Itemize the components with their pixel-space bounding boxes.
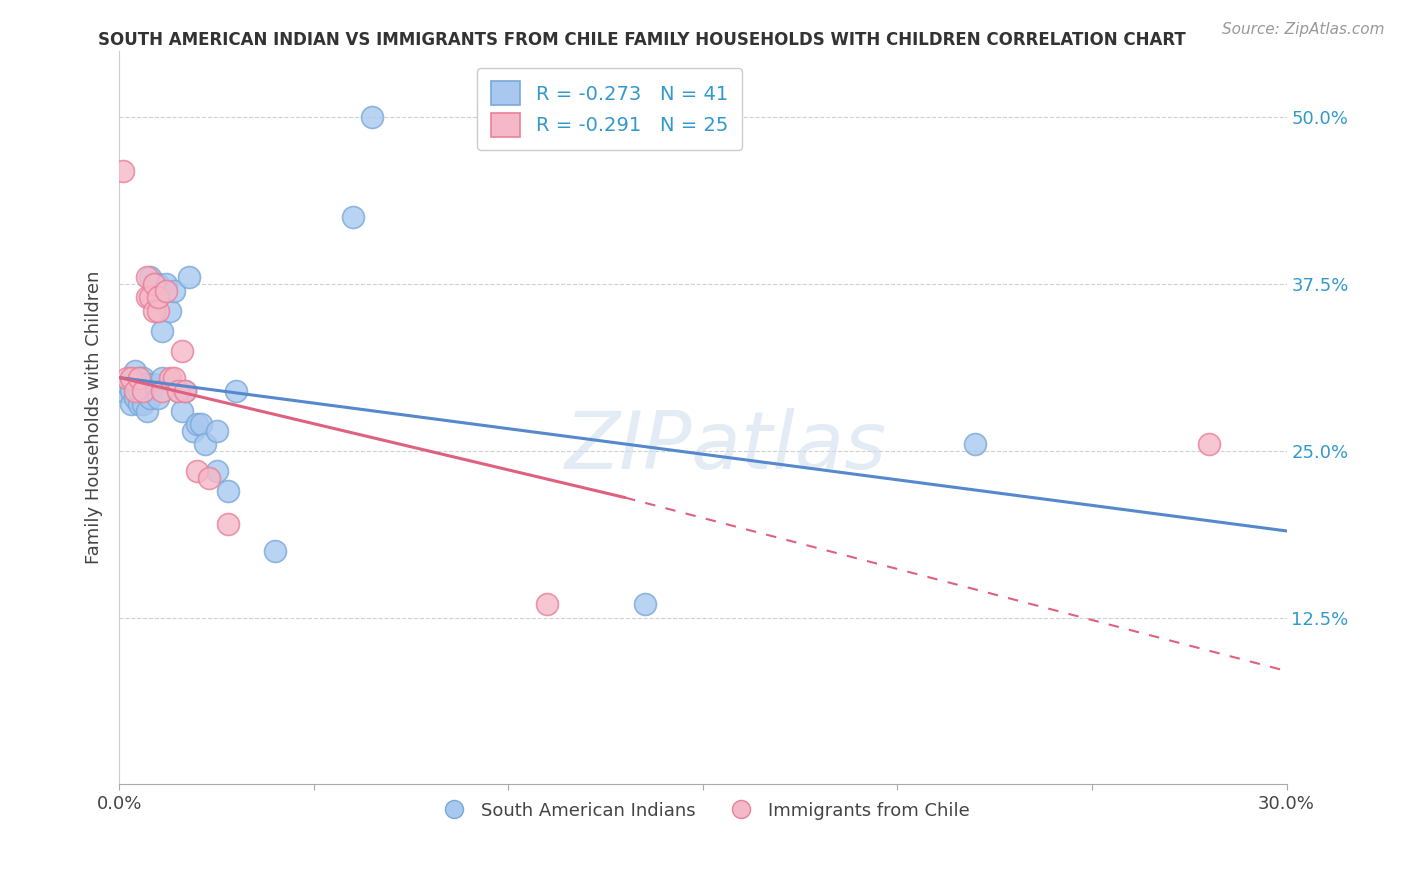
Point bbox=[124, 391, 146, 405]
Point bbox=[155, 277, 177, 292]
Point bbox=[139, 391, 162, 405]
Point bbox=[128, 370, 150, 384]
Point bbox=[128, 397, 150, 411]
Point bbox=[148, 291, 170, 305]
Point bbox=[112, 384, 135, 398]
Point bbox=[166, 384, 188, 398]
Point bbox=[150, 384, 173, 398]
Point bbox=[143, 303, 166, 318]
Point bbox=[148, 277, 170, 292]
Point bbox=[135, 270, 157, 285]
Point bbox=[120, 370, 142, 384]
Text: Source: ZipAtlas.com: Source: ZipAtlas.com bbox=[1222, 22, 1385, 37]
Point bbox=[174, 384, 197, 398]
Point bbox=[120, 397, 142, 411]
Point bbox=[186, 464, 208, 478]
Point bbox=[217, 517, 239, 532]
Point bbox=[115, 370, 138, 384]
Text: SOUTH AMERICAN INDIAN VS IMMIGRANTS FROM CHILE FAMILY HOUSEHOLDS WITH CHILDREN C: SOUTH AMERICAN INDIAN VS IMMIGRANTS FROM… bbox=[98, 31, 1187, 49]
Point bbox=[150, 370, 173, 384]
Point bbox=[135, 377, 157, 392]
Point bbox=[139, 270, 162, 285]
Point bbox=[143, 277, 166, 292]
Point bbox=[112, 163, 135, 178]
Point bbox=[166, 384, 188, 398]
Point bbox=[139, 291, 162, 305]
Point bbox=[128, 370, 150, 384]
Point bbox=[150, 324, 173, 338]
Point bbox=[1198, 437, 1220, 451]
Point bbox=[225, 384, 247, 398]
Point bbox=[148, 303, 170, 318]
Point bbox=[120, 384, 142, 398]
Point bbox=[536, 597, 558, 611]
Point bbox=[163, 284, 186, 298]
Point bbox=[131, 370, 153, 384]
Point bbox=[124, 384, 146, 398]
Point bbox=[197, 470, 219, 484]
Point bbox=[131, 397, 153, 411]
Point bbox=[115, 377, 138, 392]
Point bbox=[181, 424, 204, 438]
Point bbox=[194, 437, 217, 451]
Text: ZIPatlas: ZIPatlas bbox=[565, 408, 887, 486]
Point bbox=[159, 370, 181, 384]
Point bbox=[264, 544, 287, 558]
Point bbox=[131, 384, 153, 398]
Point bbox=[143, 277, 166, 292]
Point bbox=[633, 597, 655, 611]
Point bbox=[155, 284, 177, 298]
Point bbox=[148, 391, 170, 405]
Point bbox=[135, 291, 157, 305]
Point bbox=[342, 211, 364, 225]
Y-axis label: Family Households with Children: Family Households with Children bbox=[86, 271, 103, 565]
Point bbox=[174, 384, 197, 398]
Point bbox=[163, 370, 186, 384]
Point bbox=[128, 384, 150, 398]
Point bbox=[965, 437, 987, 451]
Point bbox=[361, 111, 384, 125]
Point bbox=[124, 364, 146, 378]
Point bbox=[190, 417, 212, 432]
Point bbox=[135, 404, 157, 418]
Point bbox=[170, 343, 193, 358]
Point bbox=[186, 417, 208, 432]
Point bbox=[205, 424, 228, 438]
Point bbox=[159, 303, 181, 318]
Legend: South American Indians, Immigrants from Chile: South American Indians, Immigrants from … bbox=[429, 794, 977, 827]
Point bbox=[170, 404, 193, 418]
Point bbox=[205, 464, 228, 478]
Point bbox=[179, 270, 201, 285]
Point bbox=[217, 483, 239, 498]
Point bbox=[143, 377, 166, 392]
